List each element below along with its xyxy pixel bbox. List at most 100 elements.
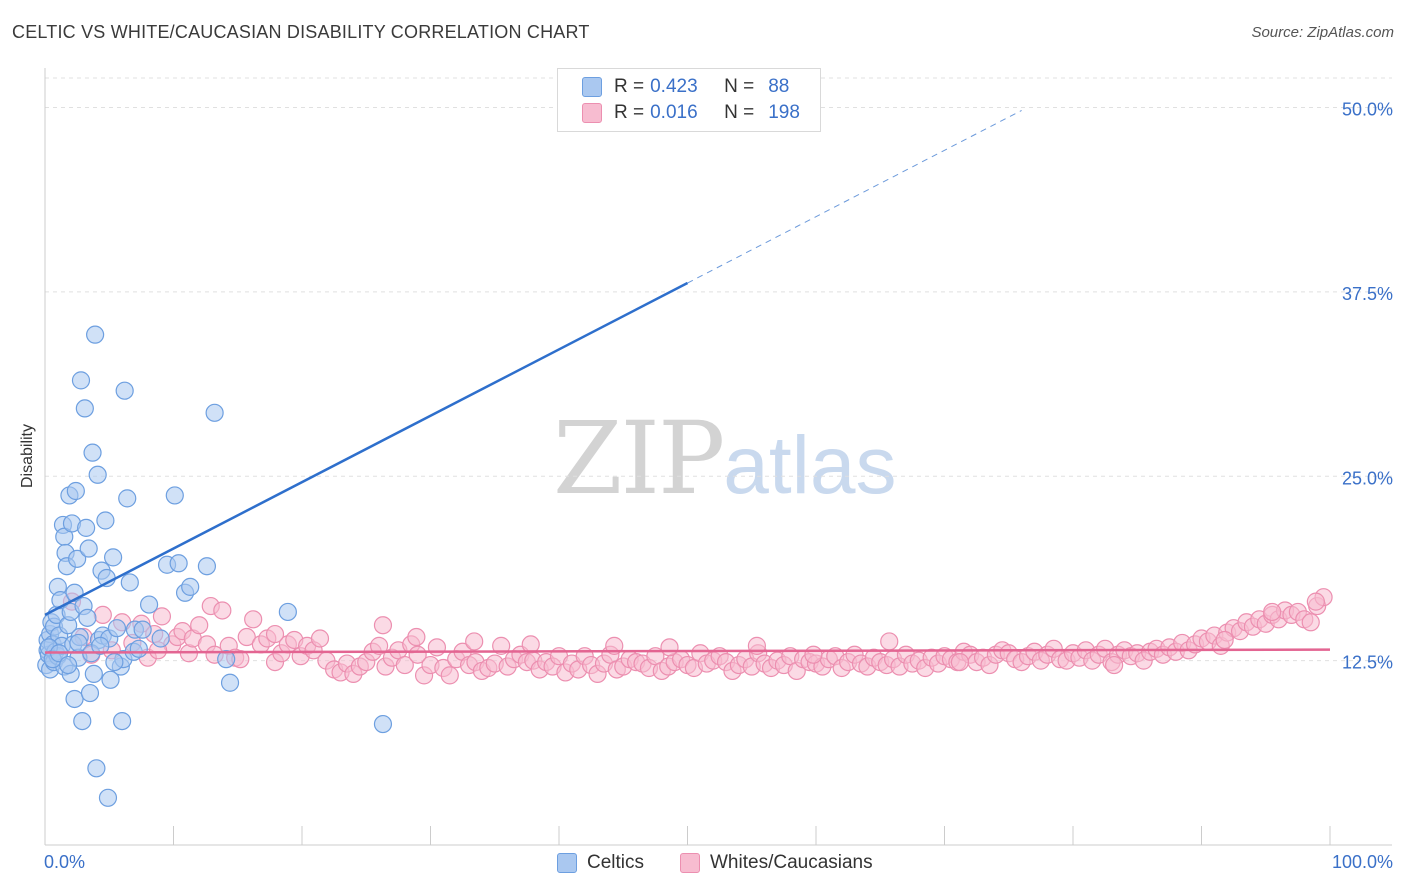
whites-point (1105, 655, 1124, 675)
grid-layer (45, 77, 1392, 662)
y-tick-label: 25.0% (1342, 468, 1393, 488)
whites-point (373, 616, 393, 635)
legend-swatch-whites (582, 103, 602, 123)
celtics-point (71, 371, 91, 390)
y-tick-label: 12.5% (1342, 653, 1393, 673)
legend-r-value: 0.016 (650, 102, 698, 123)
legend-label-celtics: Celtics (587, 852, 645, 873)
source-label: Source: ZipAtlas.com (1251, 24, 1394, 41)
whites-point (213, 601, 232, 620)
celtics-point (96, 511, 115, 530)
celtics-point (65, 689, 84, 709)
legend-n-label: N = (724, 76, 755, 97)
whites-point (93, 605, 112, 625)
legend-r-label: R = (614, 102, 645, 123)
celtics-point (197, 557, 217, 576)
celtics-point (68, 549, 87, 568)
legend-series: Celtics Whites/Caucasians (0, 852, 1406, 878)
whites-point (265, 624, 285, 644)
celtics-point (278, 602, 297, 622)
watermark-atlas: atlas (723, 420, 897, 511)
whites-point (407, 627, 426, 647)
celtics-point (373, 714, 393, 734)
celtics-point (80, 683, 100, 703)
celtics-point (107, 619, 127, 638)
celtics-point (129, 639, 148, 658)
celtics-point (101, 670, 120, 689)
celtics-point (73, 711, 92, 731)
legend-row-celtics: R = 0.423 N = 88 (582, 74, 789, 100)
celtics-point (98, 788, 118, 807)
whites-point (310, 629, 330, 648)
whites-point (950, 652, 970, 672)
celtics-point (118, 489, 137, 508)
celtics-point (75, 399, 94, 418)
whites-point (804, 645, 823, 664)
celtics-point (115, 381, 134, 400)
whites-points-layer (62, 588, 1333, 685)
legend-r-label: R = (614, 76, 645, 97)
whites-point (244, 610, 263, 629)
whites-point (370, 636, 389, 655)
celtics-point (181, 577, 200, 596)
celtics-point (120, 573, 139, 592)
y-tick-label: 50.0% (1342, 100, 1393, 120)
whites-point (1215, 630, 1234, 650)
watermark: ZIPatlas (553, 400, 897, 517)
celtics-point (104, 548, 123, 567)
celtics-point (165, 486, 184, 505)
celtics-point (217, 650, 236, 669)
celtics-point (88, 465, 107, 484)
celtics-points-layer (37, 325, 393, 807)
legend-row-whites: R = 0.016 N = 198 (582, 100, 800, 126)
watermark-zip: ZIP (553, 400, 725, 517)
celtics-point (78, 608, 97, 627)
celtics-point (59, 655, 78, 675)
whites-point (1306, 592, 1325, 611)
legend-swatch-celtics (557, 853, 577, 873)
legend-swatch-celtics (582, 77, 602, 97)
whites-point (660, 638, 679, 657)
celtics-point (77, 518, 96, 537)
celtics-point (83, 443, 102, 462)
celtics-point (139, 595, 159, 614)
celtics-trend-line (44, 281, 689, 617)
celtics-point (151, 629, 170, 648)
tick-labels-layer: 12.5% 25.0% 37.5% 50.0% (1342, 100, 1393, 673)
whites-point (1301, 613, 1320, 632)
celtics-point (112, 711, 132, 731)
celtics-point (133, 620, 152, 639)
celtics-point (91, 636, 110, 655)
celtics-point (169, 554, 188, 573)
celtics-point (105, 652, 124, 672)
legend-item-celtics[interactable]: Celtics (557, 852, 644, 874)
y-tick-label: 37.5% (1342, 284, 1393, 304)
whites-point (237, 627, 256, 647)
whites-point (427, 638, 447, 657)
celtics-point (86, 325, 105, 344)
legend-r-value: 0.423 (650, 76, 698, 97)
legend-n-label: N = (724, 102, 755, 123)
x-tick-label-max: 100.0% (1331, 852, 1393, 872)
whites-point (492, 636, 511, 655)
whites-point (152, 607, 172, 626)
celtics-point (220, 673, 240, 692)
celtics-point (84, 664, 103, 684)
whites-point (465, 632, 484, 651)
legend-n-value: 198 (768, 102, 800, 123)
chart-title: CELTIC VS WHITE/CAUCASIAN DISABILITY COR… (12, 22, 590, 42)
legend-label-whites: Whites/Caucasians (710, 852, 873, 873)
whites-point (880, 632, 899, 651)
legend-item-whites[interactable]: Whites/Caucasians (680, 852, 873, 874)
x-tick-label-min: 0.0% (44, 852, 86, 872)
whites-point (395, 655, 414, 675)
legend-stats: R = 0.423 N = 88 R = 0.016 N = 198 (557, 68, 821, 132)
celtics-point (66, 481, 85, 501)
celtics-point (87, 759, 106, 778)
celtics-point (205, 403, 224, 422)
axis-layer (44, 68, 1392, 846)
whites-point (190, 616, 209, 635)
whites-point (521, 635, 540, 654)
whites-trend-line (44, 648, 1331, 654)
